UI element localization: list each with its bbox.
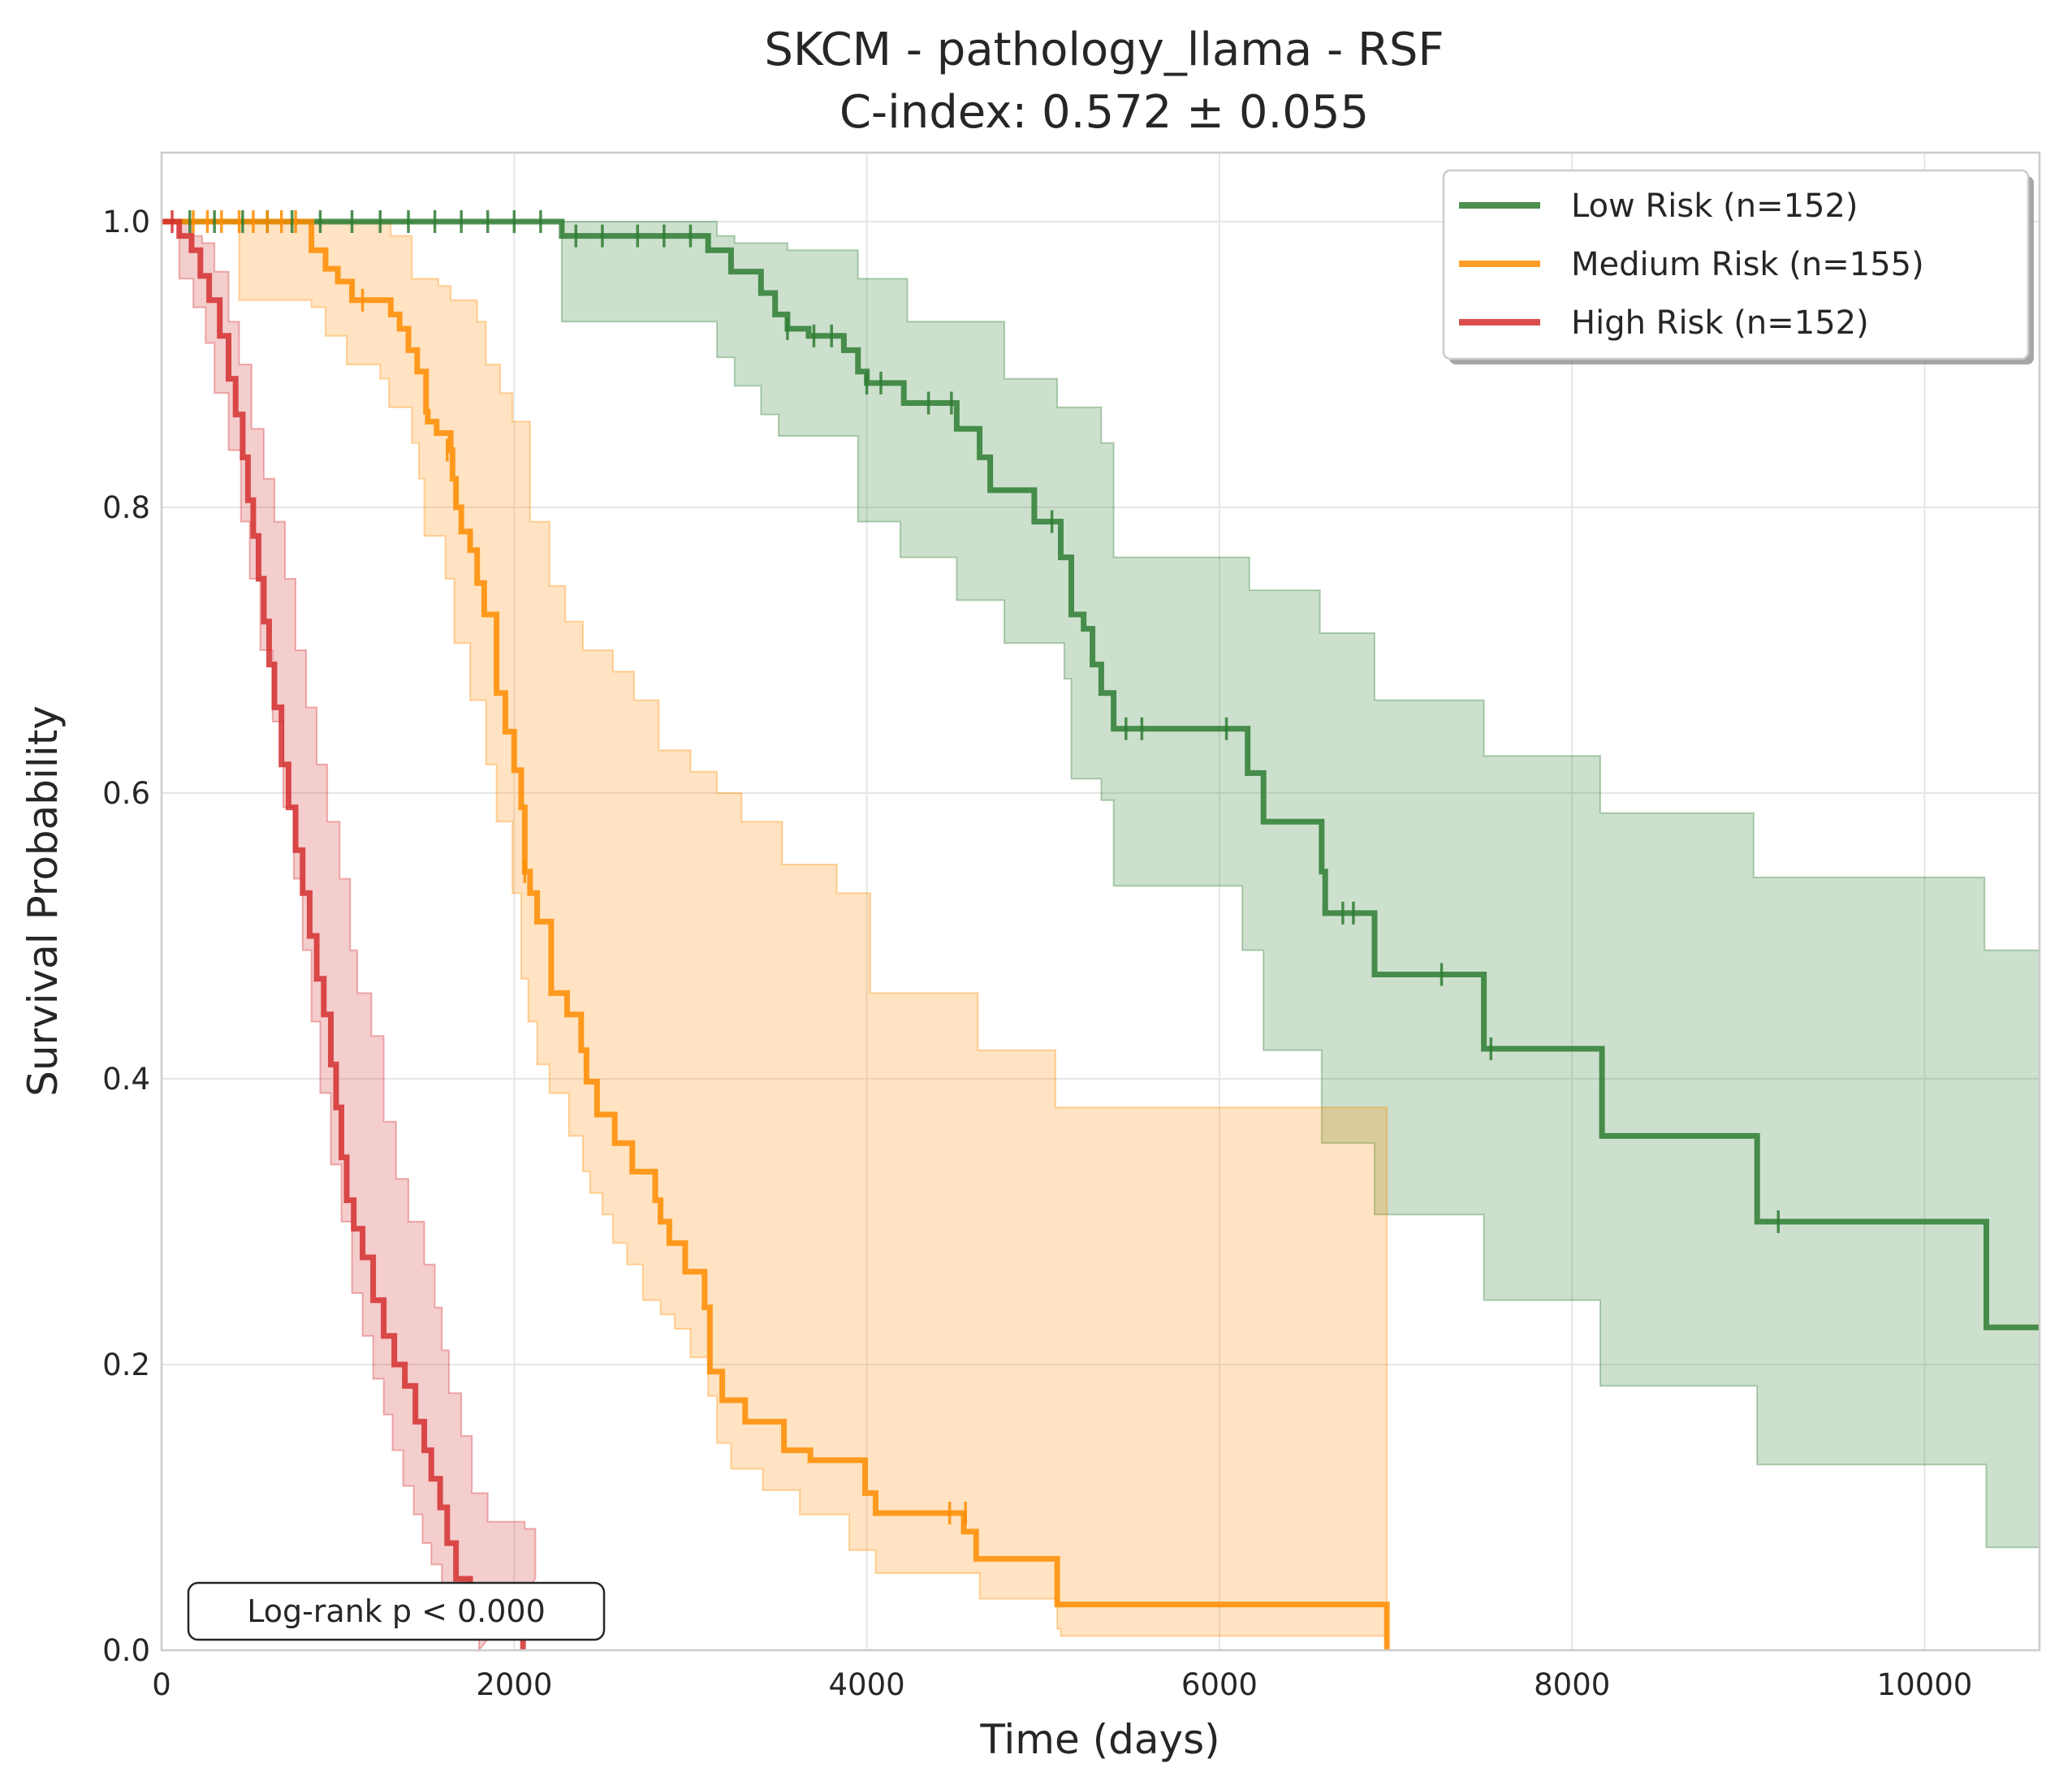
legend-entries: Low Risk (n=152) Medium Risk (n=155) High …	[1459, 188, 1924, 342]
x-tick-label: 8000	[1534, 1667, 1610, 1702]
chart-title: SKCM - pathology_llama - RSF	[764, 24, 1444, 76]
x-tick-label: 6000	[1181, 1667, 1258, 1702]
y-tick-label: 0.8	[102, 490, 150, 525]
medium-risk-survival-line	[162, 218, 1390, 1650]
y-axis-title: Survival Probability	[19, 705, 67, 1097]
y-tick-label: 0.0	[102, 1633, 150, 1668]
x-tick-label: 2000	[476, 1667, 552, 1702]
high-risk-survival-line	[162, 218, 526, 1650]
medium-risk-legend-label: Medium Risk (n=155)	[1571, 246, 1924, 283]
x-tick-label: 10000	[1877, 1667, 1973, 1702]
logrank-annotation: Log-rank p < 0.000	[187, 1581, 606, 1641]
confidence-bands	[162, 221, 2040, 1653]
y-tick-label: 0.2	[102, 1347, 150, 1382]
survival-curves	[162, 218, 2040, 1650]
legend-box	[1442, 169, 2030, 360]
grid	[161, 153, 2040, 1651]
legend: Low Risk (n=152) Medium Risk (n=155) High …	[1442, 169, 2034, 364]
x-axis-title: Time (days)	[979, 1716, 1219, 1763]
x-tick-label: 0	[152, 1667, 171, 1702]
axis-ticks: 0 2000 4000 6000 8000 10000 0.0 0.2 0.4 0.6 0.8 1.0	[102, 205, 1972, 1702]
medium-risk-ci-band	[162, 221, 1388, 1650]
logrank-text: Log-rank p < 0.000	[247, 1593, 546, 1629]
high-risk-legend-label: High Risk (n=152)	[1571, 304, 1869, 342]
plot-frame	[160, 151, 2041, 1652]
low-risk-survival-line	[162, 218, 2040, 1330]
y-tick-label: 0.4	[102, 1062, 150, 1097]
y-tick-label: 0.6	[102, 776, 150, 811]
y-tick-label: 1.0	[102, 205, 150, 239]
x-tick-label: 4000	[829, 1667, 905, 1702]
low-risk-legend-label: Low Risk (n=152)	[1571, 188, 1858, 225]
censor-marks	[171, 210, 1781, 1525]
chart-subtitle: C-index: 0.572 ± 0.055	[840, 86, 1369, 139]
annotation-box	[187, 1581, 606, 1641]
low-risk-ci-band	[162, 221, 2040, 1549]
